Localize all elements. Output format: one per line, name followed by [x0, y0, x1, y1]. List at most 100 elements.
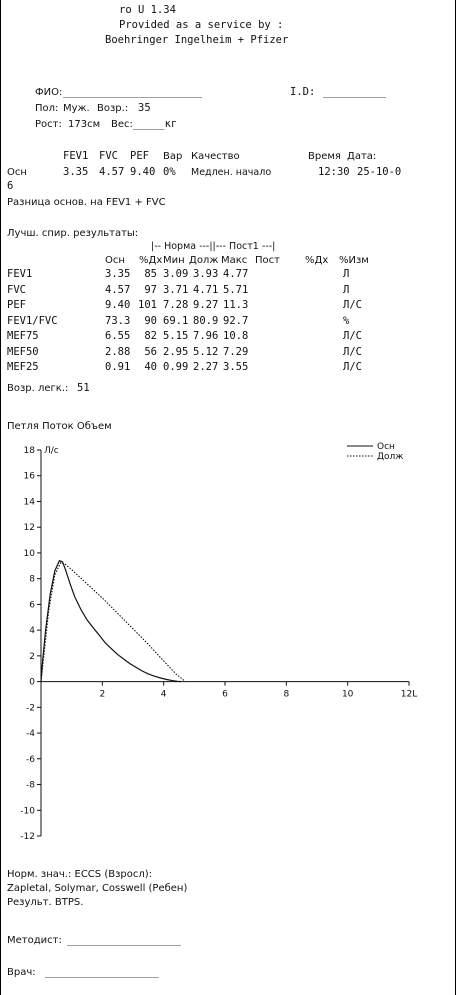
results-cell-unit: Л — [343, 283, 350, 296]
results-group-header: |-- Норма ---||--- Пост1 ---| — [151, 241, 276, 252]
y-axis-label: Л/с — [44, 446, 59, 456]
test-quality: Медлен. начало — [191, 167, 272, 178]
weight-label: Вес: — [111, 119, 133, 130]
col-pct: %Дх — [139, 255, 163, 266]
results-cell-unit: Л/С — [343, 361, 362, 373]
chart-series — [40, 559, 186, 683]
results-cell-min: 5.15 — [163, 330, 189, 342]
x-tick-label: 2 — [99, 690, 105, 700]
y-tick-label: 0 — [29, 678, 35, 688]
id-value: __________ — [323, 86, 387, 98]
results-cell-dolzh: 80.9 — [193, 314, 219, 327]
norms-line3: Результ. BTPS. — [7, 897, 84, 908]
results-cell-osn: 2.88 — [105, 345, 131, 358]
hdr-date: Дата: — [347, 151, 377, 162]
results-cell-min: 2.95 — [163, 345, 189, 358]
sex-label: Пол: — [35, 103, 59, 114]
height-label: Рост: — [35, 119, 62, 130]
provided-by: Provided as a service by : — [119, 19, 284, 31]
id-label: I.D: — [290, 86, 316, 98]
results-cell-dolzh: 3.93 — [193, 268, 219, 280]
results-cell-osn: 73.3 — [105, 314, 131, 327]
y-tick-label: 16 — [24, 472, 36, 482]
sponsor: Boehringer Ingelheim + Pfizer — [105, 34, 289, 46]
results-cell-pct: 90 — [144, 314, 157, 327]
legend-label: Долж — [377, 452, 403, 462]
results-cell-pct: 40 — [144, 361, 157, 373]
results-cell-name: MEF75 — [7, 330, 39, 342]
flow-volume-chart: 18 16 14 12 10 8 6 4 2 0 -2 -4 -6 -8 -10 -12 2 4 6 8 10 12L Л/… — [20, 442, 417, 842]
results-cell-osn: 0.91 — [105, 361, 131, 373]
y-tick-label: -12 — [20, 832, 35, 842]
results-cell-name: FVC — [7, 283, 26, 296]
test-date-wrap: 6 — [7, 180, 14, 192]
test-var: 0% — [163, 166, 176, 178]
col-dolzh: Долж — [189, 255, 219, 266]
results-cell-dolzh: 7.96 — [193, 330, 219, 342]
hdr-pef: PEF — [130, 150, 149, 162]
y-tick-label: -8 — [26, 781, 35, 791]
lung-age-value: 51 — [77, 382, 90, 394]
results-cell-min: 0.99 — [163, 361, 189, 373]
lung-age-label: Возр. легк.: — [7, 383, 69, 394]
results-cell-unit: Л/С — [343, 345, 362, 358]
series-predicted-line — [40, 561, 186, 683]
results-cell-unit: Л — [343, 268, 350, 280]
results-cell-dolzh: 5.12 — [193, 345, 219, 358]
results-cell-max: 3.55 — [223, 361, 249, 373]
results-cell-pct: 101 — [138, 299, 157, 311]
results-cell-dolzh: 2.27 — [193, 361, 219, 373]
x-tick-label: 6 — [222, 690, 228, 700]
hdr-fev1: FEV1 — [63, 150, 89, 162]
y-tick-label: -6 — [26, 755, 35, 765]
results-cell-max: 5.71 — [223, 283, 249, 296]
test-time: 12:30 — [318, 166, 350, 178]
weight-value: _____кг — [133, 118, 178, 130]
results-cell-pct: 56 — [144, 345, 157, 358]
test-fvc: 4.57 — [99, 166, 125, 178]
y-tick-label: 2 — [29, 652, 35, 662]
doctor-line: __________________ — [45, 966, 159, 978]
hdr-time: Время — [308, 151, 341, 162]
col-max: Макс — [221, 255, 248, 266]
results-cell-osn: 9.40 — [105, 299, 131, 311]
x-tick-label: 4 — [161, 690, 167, 700]
y-tick-label: 6 — [29, 600, 35, 610]
age-value: 35 — [138, 102, 151, 114]
results-cell-min: 69.1 — [163, 314, 189, 327]
diff-note: Разница основ. на FEV1 + FVC — [7, 197, 166, 208]
y-tick-label: 8 — [29, 575, 35, 585]
y-tick-label: -4 — [26, 729, 35, 739]
chart-axes: 18 16 14 12 10 8 6 4 2 0 -2 -4 -6 -8 -10 -12 2 4 6 8 10 12L Л/… — [20, 446, 417, 842]
age-label: Возр.: — [97, 103, 129, 114]
x-tick-label: 10 — [342, 690, 354, 700]
legend-label: Осн — [377, 442, 395, 452]
y-tick-label: -2 — [26, 703, 35, 713]
methodist-label: Методист: — [7, 935, 62, 946]
results-cell-name: FEV1 — [7, 268, 33, 280]
results-cell-unit: Л/С — [343, 330, 362, 342]
fio-label: ФИО: — [35, 87, 63, 98]
results-cell-pct: 82 — [144, 330, 157, 342]
chart-title: Петля Поток Объем — [7, 421, 112, 432]
results-cell-min: 3.09 — [163, 268, 189, 280]
results-cell-name: PEF — [7, 299, 26, 311]
results-cell-unit: Л/С — [343, 299, 362, 311]
fio-value: ______________________ — [63, 86, 203, 98]
results-cell-max: 10.8 — [223, 330, 249, 342]
col-change: %Изм — [339, 255, 369, 266]
test-row-label: Осн — [7, 167, 27, 178]
test-pef: 9.40 — [130, 166, 156, 178]
hdr-fvc: FVC — [99, 150, 118, 162]
results-cell-osn: 6.55 — [105, 330, 131, 342]
results-cell-max: 4.77 — [223, 268, 249, 280]
results-cell-min: 7.28 — [163, 299, 189, 311]
series-measured-line — [40, 559, 182, 683]
results-cell-osn: 4.57 — [105, 283, 131, 296]
results-cell-max: 11.3 — [223, 299, 249, 311]
results-cell-min: 3.71 — [163, 283, 189, 296]
norms-line2: Zapletal, Solymar, Cosswell (Ребен) — [7, 883, 188, 894]
col-post: Пост — [255, 255, 280, 266]
hdr-var: Вар — [163, 151, 183, 162]
